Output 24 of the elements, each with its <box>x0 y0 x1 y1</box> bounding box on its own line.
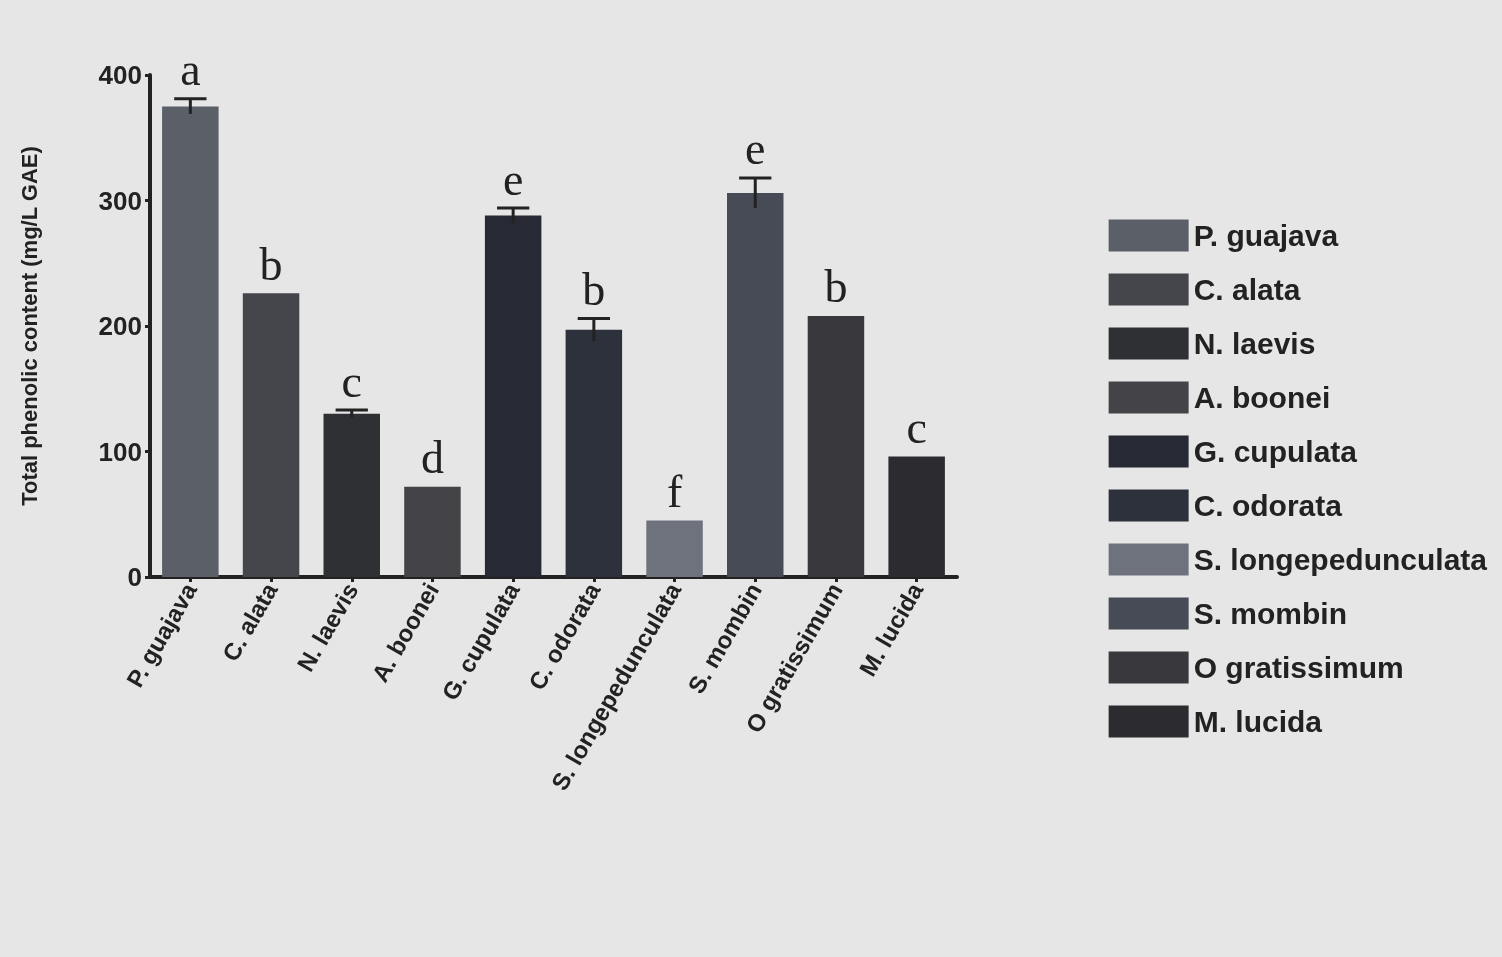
y-tick-label: 0 <box>127 562 142 592</box>
annotation: d <box>420 432 444 484</box>
y-axis-title: Total phenolic content (mg/L GAE) <box>16 146 42 506</box>
annotation: f <box>666 466 683 518</box>
annotation: c <box>906 402 927 454</box>
legend-label: M. lucida <box>1193 705 1323 738</box>
annotation: c <box>341 355 362 407</box>
legend-label: S. longepedunculata <box>1193 543 1488 576</box>
y-tick-label: 200 <box>98 311 142 341</box>
legend-label: A. boonei <box>1193 381 1331 414</box>
annotation: b <box>824 261 848 313</box>
annotation: e <box>502 153 524 205</box>
annotation: e <box>745 123 766 175</box>
legend-label: G. cupulata <box>1193 435 1358 468</box>
legend-label: C. odorata <box>1193 489 1343 522</box>
legend-label: P. guajava <box>1193 219 1339 252</box>
annotation: a <box>180 44 201 96</box>
y-tick-label: 400 <box>98 60 142 90</box>
annotation: b <box>259 238 283 290</box>
legend-label: N. laevis <box>1193 327 1316 360</box>
y-tick-label: 100 <box>98 436 142 467</box>
legend-label: C. alata <box>1193 273 1301 306</box>
annotation: b <box>582 263 606 315</box>
y-tick-label: 300 <box>98 185 142 216</box>
